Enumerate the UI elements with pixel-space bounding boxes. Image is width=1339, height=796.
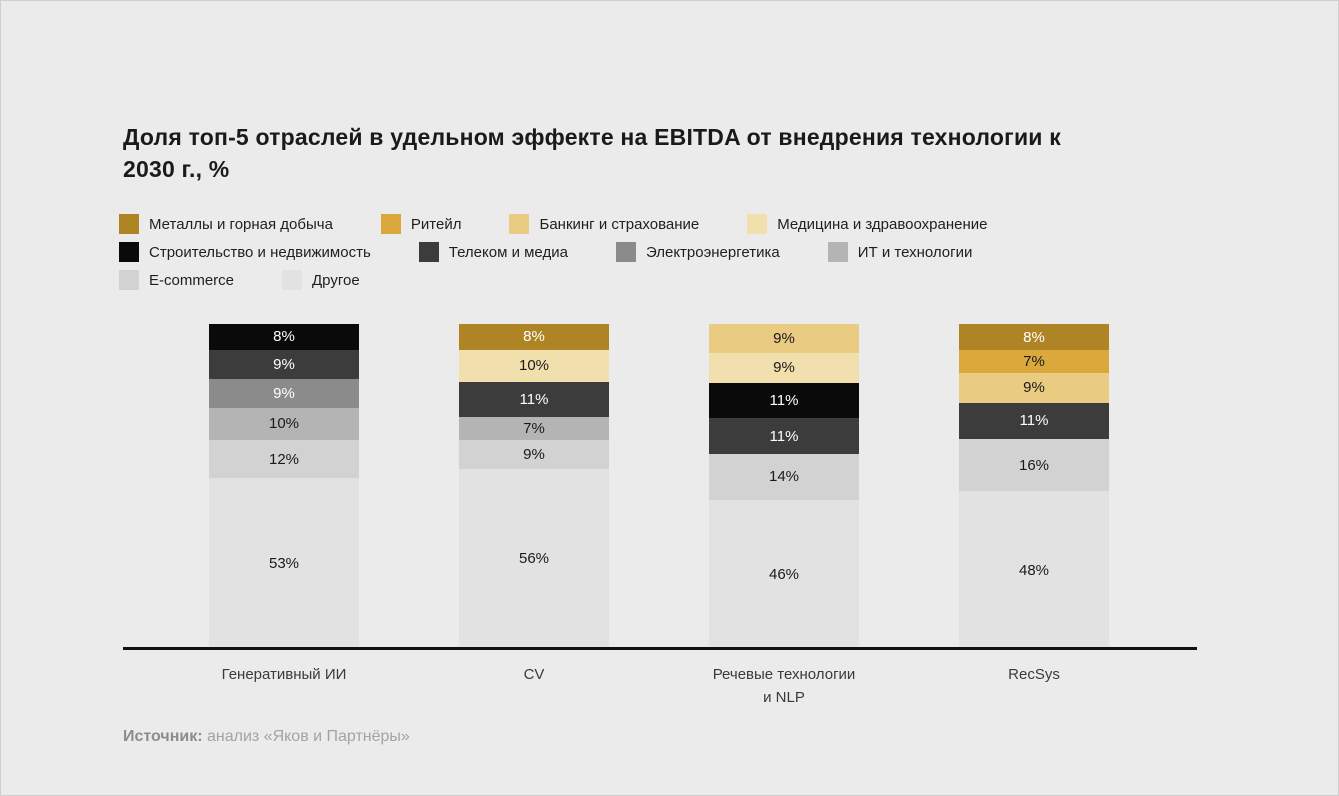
legend-label: Электроэнергетика	[645, 243, 780, 261]
source-text: анализ «Яков и Партнёры»	[202, 728, 410, 745]
bar-segment-telecom: 11%	[959, 402, 1109, 439]
legend-swatch	[282, 270, 303, 290]
bar-segment-construction: 8%	[209, 324, 359, 350]
bar-segment-construction: 11%	[709, 382, 859, 419]
legend-label: Строительство и недвижимость	[149, 243, 371, 261]
legend-swatch	[380, 214, 401, 234]
bar-segment-metals: 8%	[459, 324, 609, 350]
legend-label: Ритейл	[410, 215, 462, 233]
category-labels: Генеративный ИИ CV Речевые технологии и NL…	[159, 664, 1159, 709]
bar-segment-banking: 9%	[709, 324, 859, 354]
legend-swatch	[418, 242, 439, 262]
category-label-text: RecSys	[1008, 666, 1060, 683]
legend-swatch	[119, 214, 139, 234]
category-label: CV	[409, 664, 659, 709]
stacked-bars: 8% 9% 9% 10% 12% 53% 8% 10% 11% 7% 9% 56% 9% 9% 11% 11%…	[209, 324, 1109, 649]
bar-segment-retail: 7%	[959, 350, 1109, 374]
source-note: Источник: анализ «Яков и Партнёры»	[123, 728, 410, 746]
bar-segment-it: 10%	[209, 407, 359, 440]
legend-row: Металлы и горная добыча Ритейл Банкинг и с…	[119, 214, 1239, 234]
legend-label: Другое	[312, 271, 360, 289]
legend-swatch	[119, 242, 139, 262]
bar-segment-telecom: 11%	[459, 381, 609, 418]
bar: 9% 9% 11% 11% 14% 46%	[709, 324, 859, 649]
bar-segment-ecommerce: 9%	[459, 439, 609, 469]
bar-segment-telecom: 9%	[209, 349, 359, 379]
legend-label: Банкинг и страхование	[539, 215, 700, 233]
bar-segment-other: 48%	[959, 491, 1109, 649]
legend-label: Металлы и горная добыча	[149, 215, 333, 233]
bar-segment-banking: 9%	[959, 373, 1109, 403]
legend-item-medicine: Медицина и здравоохранение	[747, 214, 987, 234]
bar-segment-energy: 9%	[209, 378, 359, 408]
bar-segment-other: 53%	[209, 478, 359, 649]
legend-item-other: Другое	[282, 270, 360, 290]
category-label: Генеративный ИИ	[159, 664, 409, 709]
legend-swatch	[827, 242, 848, 262]
chart-title: Доля топ-5 отраслей в удельном эффекте н…	[123, 124, 1061, 182]
bar-segment-telecom: 11%	[709, 418, 859, 454]
category-label-text: CV	[523, 666, 545, 683]
legend-item-telecom: Телеком и медиа	[418, 242, 568, 262]
bar-segment-other: 46%	[709, 499, 859, 649]
legend-label: E-commerce	[149, 271, 235, 289]
category-label: RecSys	[909, 664, 1159, 709]
legend-label: Телеком и медиа	[448, 243, 568, 261]
x-axis-line	[123, 647, 1197, 650]
legend-swatch	[509, 214, 530, 234]
bar-segment-it: 7%	[459, 417, 609, 440]
bar-segment-metals: 8%	[959, 324, 1109, 351]
legend-swatch	[747, 214, 768, 234]
legend-swatch	[119, 270, 139, 290]
bar: 8% 7% 9% 11% 16% 48%	[959, 324, 1109, 649]
bar: 8% 9% 9% 10% 12% 53%	[209, 324, 359, 649]
bar-segment-medicine: 10%	[459, 349, 609, 382]
legend-item-ecommerce: E-commerce	[119, 270, 234, 290]
bar-segment-ecommerce: 14%	[709, 454, 859, 500]
legend-item-it: ИТ и технологии	[827, 242, 973, 262]
bar-segment-ecommerce: 12%	[209, 439, 359, 479]
legend-item-retail: Ритейл	[380, 214, 462, 234]
bar-segment-other: 56%	[459, 468, 609, 649]
legend-row: Строительство и недвижимость Телеком и ме…	[119, 242, 1239, 262]
source-label: Источник:	[123, 728, 203, 745]
legend-swatch	[615, 242, 636, 262]
legend-item-energy: Электроэнергетика	[615, 242, 780, 262]
category-label-text: Речевые технологии и NLP	[712, 666, 856, 706]
bar-segment-medicine: 9%	[709, 353, 859, 383]
legend-label: Медицина и здравоохранение	[777, 215, 988, 233]
legend-item-construction: Строительство и недвижимость	[119, 242, 371, 262]
legend-label: ИТ и технологии	[857, 243, 973, 261]
legend: Металлы и горная добыча Ритейл Банкинг и с…	[119, 214, 1239, 298]
legend-row: E-commerce Другое	[119, 270, 1239, 290]
bar: 8% 10% 11% 7% 9% 56%	[459, 324, 609, 649]
legend-item-banking: Банкинг и страхование	[509, 214, 699, 234]
legend-item-metals: Металлы и горная добыча	[119, 214, 333, 234]
bar-segment-ecommerce: 16%	[959, 438, 1109, 492]
category-label-text: Генеративный ИИ	[221, 666, 347, 683]
category-label: Речевые технологии и NLP	[659, 664, 909, 709]
